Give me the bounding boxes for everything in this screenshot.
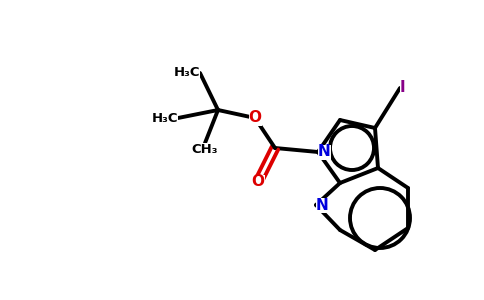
Text: I: I [400, 80, 406, 95]
Text: N: N [316, 197, 329, 212]
Text: O: O [248, 110, 261, 125]
Text: O: O [252, 175, 264, 190]
Text: H₃C: H₃C [151, 112, 178, 124]
Text: N: N [318, 145, 331, 160]
Text: CH₃: CH₃ [192, 143, 218, 156]
Text: H₃C: H₃C [173, 67, 200, 80]
